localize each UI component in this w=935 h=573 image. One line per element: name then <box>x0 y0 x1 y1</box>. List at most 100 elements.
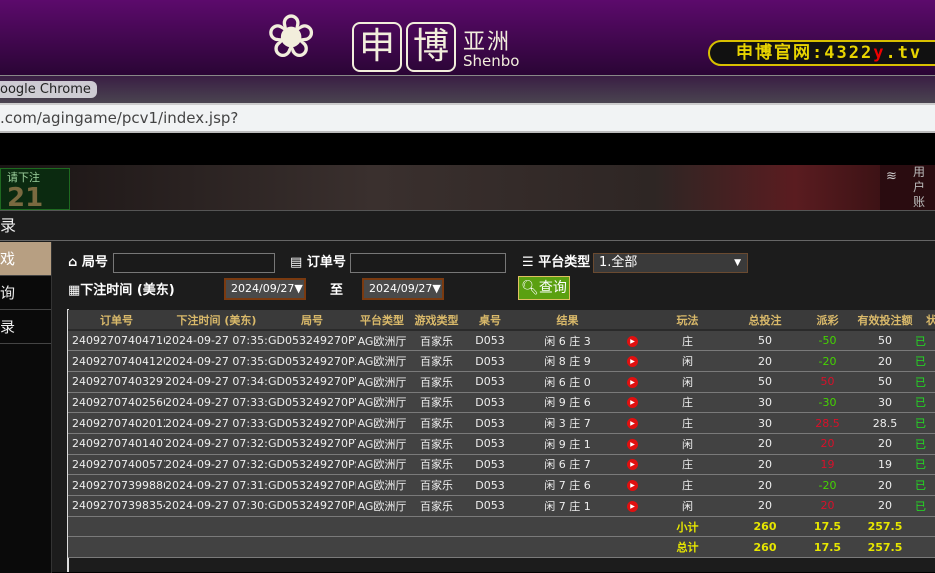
status: 已 <box>915 412 935 434</box>
table-row[interactable]: 2409270739835412024-09-27 07:30:04GD0532… <box>68 495 935 517</box>
payout: -50 <box>800 330 855 352</box>
table-row[interactable]: 2409270740256672024-09-27 07:33:53GD0532… <box>68 392 935 414</box>
order-id: 240927073983541 <box>68 495 165 517</box>
replay[interactable]: ▶ <box>620 371 645 393</box>
table-row[interactable]: 2409270740471632024-09-27 07:35:47GD0532… <box>68 330 935 352</box>
table-row[interactable]: 2409270740201292024-09-27 07:33:24GD0532… <box>68 412 935 434</box>
payout: 20 <box>800 495 855 517</box>
status: 已 <box>915 474 935 496</box>
play-video-icon[interactable]: ▶ <box>627 459 638 471</box>
order-input[interactable] <box>350 253 506 273</box>
query-button[interactable]: 🔍︎查询 <box>518 276 570 300</box>
play-video-icon[interactable]: ▶ <box>627 438 638 450</box>
round-id: GD053249270PU <box>268 412 356 434</box>
date-from: 2024/09/27 <box>231 282 295 295</box>
platform-select[interactable]: 1.全部 ▼ <box>593 253 748 273</box>
summary-cell <box>515 536 620 559</box>
replay[interactable]: ▶ <box>620 350 645 372</box>
summary-cell <box>915 516 935 538</box>
total-bet: 20 <box>730 454 800 476</box>
game-background <box>0 165 935 210</box>
date-to-picker[interactable]: 2024/09/27▼ <box>362 278 444 300</box>
total-valid-bet: 257.5 <box>855 536 915 559</box>
replay[interactable]: ▶ <box>620 412 645 434</box>
game-type: 百家乐 <box>408 392 465 414</box>
table-row[interactable]: 2409270740329792024-09-27 07:34:31GD0532… <box>68 371 935 393</box>
user-info-panel: ≋ 用户账户桌台 <box>880 165 935 254</box>
summary-cell <box>408 516 465 538</box>
subtotal-label: 小计 <box>645 516 730 538</box>
payout: -30 <box>800 392 855 414</box>
round-input[interactable] <box>113 253 275 273</box>
url-bar[interactable]: .com/agingame/pcv1/index.jsp? <box>0 103 935 133</box>
bet-time: 2024-09-27 07:30:04 <box>165 495 268 517</box>
replay[interactable]: ▶ <box>620 495 645 517</box>
order-id: 240927074005711 <box>68 454 165 476</box>
play-video-icon[interactable]: ▶ <box>627 397 638 409</box>
result: 闲 6 庄 7 <box>515 454 620 476</box>
play-video-icon[interactable]: ▶ <box>627 418 638 430</box>
game-type: 百家乐 <box>408 330 465 352</box>
replay[interactable]: ▶ <box>620 433 645 455</box>
round-label: ⌂ 局号 <box>68 251 108 270</box>
to-label: 至 <box>330 283 344 298</box>
site-num: 4322 <box>824 43 874 63</box>
summary-cell <box>408 536 465 559</box>
payout: 19 <box>800 454 855 476</box>
round-id: GD053249270PS <box>268 454 356 476</box>
column-header <box>620 310 645 331</box>
round-id: GD053249270PW <box>268 371 356 393</box>
play-type: 庄 <box>645 392 730 414</box>
official-site-link[interactable]: 申博官网:4322y.tv <box>708 40 935 66</box>
play-video-icon[interactable]: ▶ <box>627 500 638 512</box>
play-type: 庄 <box>645 330 730 352</box>
clipboard-icon: ▤ <box>290 255 303 270</box>
sidebar-item-query[interactable]: 询 <box>0 276 51 310</box>
replay[interactable]: ▶ <box>620 392 645 414</box>
platform: AG欧洲厅 <box>356 474 408 496</box>
sidebar-item-game[interactable]: 戏 <box>0 242 51 276</box>
date-from-picker[interactable]: 2024/09/27▼ <box>224 278 306 300</box>
summary-cell <box>356 536 408 559</box>
play-video-icon[interactable]: ▶ <box>627 356 638 368</box>
valid-bet: 20 <box>855 474 915 496</box>
summary-cell <box>268 516 356 538</box>
table-id: D053 <box>465 454 515 476</box>
subtotal-row: 小计 260 17.5 257.5 <box>68 516 935 538</box>
replay[interactable]: ▶ <box>620 330 645 352</box>
round-id: GD053249270PR <box>268 474 356 496</box>
play-video-icon[interactable]: ▶ <box>627 480 638 492</box>
play-video-icon[interactable]: ▶ <box>627 335 638 347</box>
column-header: 总投注 <box>730 310 800 331</box>
platform-label: ☰ 平台类型 <box>522 251 590 270</box>
round-id: GD053249270PT <box>268 433 356 455</box>
sidebar-item-record[interactable]: 录 <box>0 310 51 344</box>
table-row[interactable]: 2409270740140742024-09-27 07:32:48GD0532… <box>68 433 935 455</box>
round-id: GD053249270PP <box>268 495 356 517</box>
table-id: D053 <box>465 474 515 496</box>
status: 已 <box>915 392 935 414</box>
table-row[interactable]: 2409270740057112024-09-27 07:32:07GD0532… <box>68 454 935 476</box>
valid-bet: 20 <box>855 433 915 455</box>
table-id: D053 <box>465 412 515 434</box>
play-type: 闲 <box>645 433 730 455</box>
bet-time: 2024-09-27 07:33:24 <box>165 412 268 434</box>
valid-bet: 50 <box>855 371 915 393</box>
time-label: ▦下注时间 (美东) <box>68 279 175 298</box>
total-bet: 20 <box>730 350 800 372</box>
total-label: 总计 <box>645 536 730 559</box>
table-row[interactable]: 2409270740412082024-09-27 07:35:16GD0532… <box>68 350 935 372</box>
total-bet: 20 <box>730 495 800 517</box>
round-id: GD053249270PX <box>268 350 356 372</box>
play-type: 闲 <box>645 495 730 517</box>
replay[interactable]: ▶ <box>620 474 645 496</box>
table-row[interactable]: 2409270739988632024-09-27 07:31:29GD0532… <box>68 474 935 496</box>
result: 闲 6 庄 3 <box>515 330 620 352</box>
status: 已 <box>915 433 935 455</box>
play-type: 庄 <box>645 454 730 476</box>
replay[interactable]: ▶ <box>620 454 645 476</box>
summary-cell <box>620 516 645 538</box>
search-icon: 🔍︎ <box>521 280 539 296</box>
site-tld: .tv <box>885 43 923 63</box>
play-video-icon[interactable]: ▶ <box>627 376 638 388</box>
